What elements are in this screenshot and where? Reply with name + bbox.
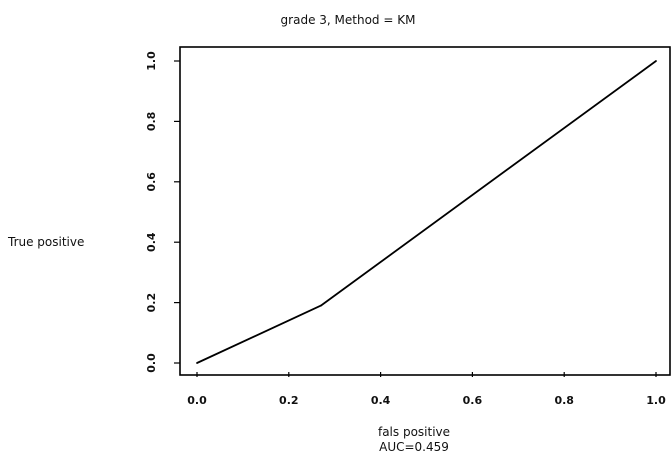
x-tick-label: 0.8 [554,394,574,407]
roc-curve-point [655,60,657,62]
x-tick-label: 0.2 [279,394,299,407]
chart-title: grade 3, Method = KM [281,13,416,27]
x-axis-label: fals positive [378,425,450,439]
x-tick-label: 0.0 [187,394,207,407]
x-axis: 0.0 0.2 0.4 0.6 0.8 1.0 [187,372,666,407]
y-tick-label: 0.6 [145,172,158,192]
series-layer [196,60,657,364]
plot-frame [179,46,671,376]
roc-curve-point [196,362,198,364]
x-tick-label: 0.4 [371,394,391,407]
x-tick-label: 0.6 [463,394,483,407]
roc-curve-point [320,304,322,307]
y-tick-label: 0.8 [145,112,158,131]
y-tick-label: 1.0 [145,51,158,71]
auc-annotation: AUC=0.459 [379,440,449,454]
x-tick-label: 1.0 [646,394,666,407]
y-axis-label: True positive [7,235,84,249]
y-axis: 0.0 0.2 0.4 0.6 0.8 1.0 [145,51,180,373]
y-tick-label: 0.4 [145,232,158,252]
y-tick-label: 0.2 [145,293,158,313]
y-tick-label: 0.0 [145,353,158,373]
